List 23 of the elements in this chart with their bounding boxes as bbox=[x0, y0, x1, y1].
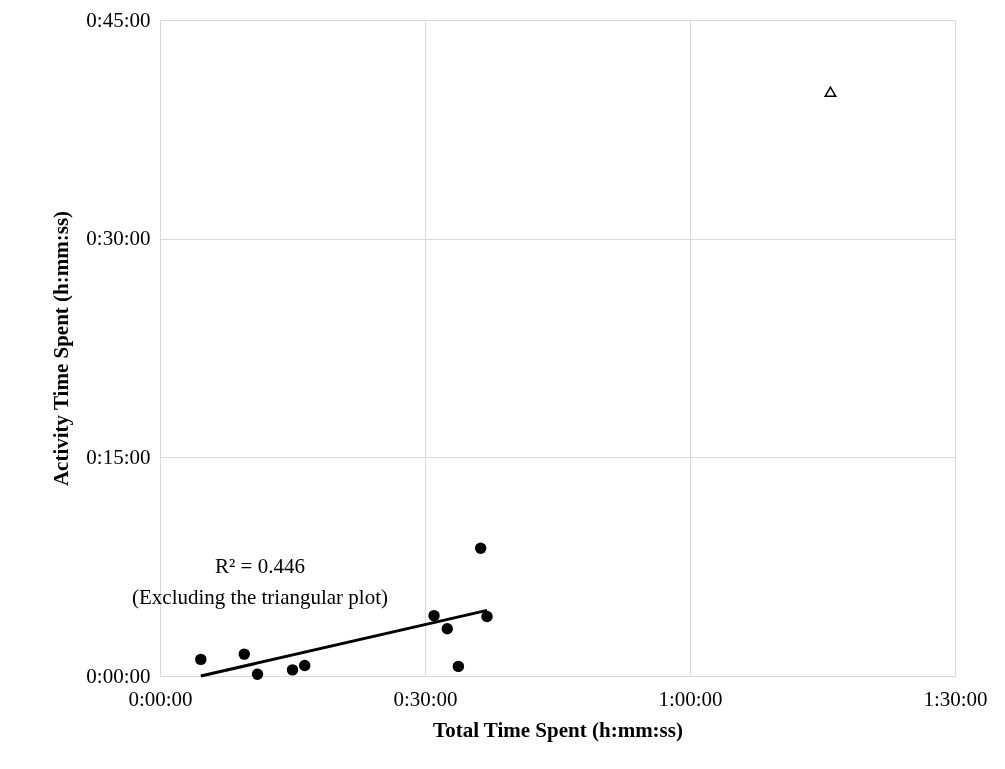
x-tick-label: 1:00:00 bbox=[658, 686, 723, 711]
annotation: R² = 0.446 bbox=[215, 554, 305, 578]
point bbox=[195, 653, 207, 666]
x-tick-label: 0:00:00 bbox=[128, 686, 193, 711]
point bbox=[298, 659, 311, 672]
y-tick-label: 0:15:00 bbox=[86, 444, 151, 469]
y-tick-label: 0:30:00 bbox=[86, 226, 151, 251]
x-axis-title: Total Time Spent (h:mm:ss) bbox=[433, 717, 683, 742]
y-axis-title: Activity Time Spent (h:mm:ss) bbox=[49, 210, 74, 487]
point bbox=[286, 664, 299, 676]
y-tick-label: 0:45:00 bbox=[86, 7, 151, 32]
point bbox=[452, 660, 465, 673]
y-tick-label: 0:00:00 bbox=[86, 663, 151, 688]
point bbox=[441, 623, 453, 635]
annotation: (Excluding the triangular plot) bbox=[131, 585, 389, 609]
point bbox=[238, 648, 250, 660]
point bbox=[428, 609, 440, 622]
x-tick-label: 0:30:00 bbox=[393, 686, 458, 711]
point bbox=[251, 668, 264, 680]
point bbox=[824, 86, 837, 98]
point bbox=[481, 610, 493, 623]
x-tick-label: 1:30:00 bbox=[923, 686, 988, 711]
point bbox=[474, 542, 487, 554]
